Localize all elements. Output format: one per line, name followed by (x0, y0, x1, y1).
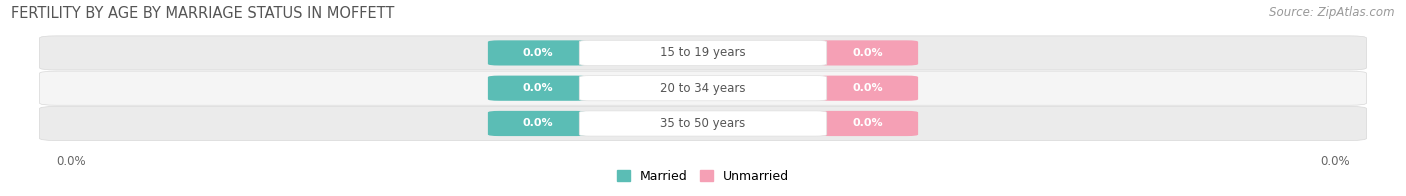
FancyBboxPatch shape (488, 111, 588, 136)
FancyBboxPatch shape (818, 111, 918, 136)
Text: 35 to 50 years: 35 to 50 years (661, 117, 745, 130)
Text: 0.0%: 0.0% (853, 83, 883, 93)
Text: 15 to 19 years: 15 to 19 years (661, 46, 745, 59)
Text: 0.0%: 0.0% (853, 48, 883, 58)
FancyBboxPatch shape (579, 76, 827, 101)
Text: 0.0%: 0.0% (56, 155, 86, 168)
Legend: Married, Unmarried: Married, Unmarried (612, 165, 794, 188)
Text: 0.0%: 0.0% (523, 118, 553, 129)
FancyBboxPatch shape (818, 76, 918, 101)
FancyBboxPatch shape (39, 36, 1367, 70)
Text: FERTILITY BY AGE BY MARRIAGE STATUS IN MOFFETT: FERTILITY BY AGE BY MARRIAGE STATUS IN M… (11, 6, 395, 21)
Text: 0.0%: 0.0% (523, 83, 553, 93)
FancyBboxPatch shape (39, 71, 1367, 105)
Text: Source: ZipAtlas.com: Source: ZipAtlas.com (1270, 6, 1395, 19)
FancyBboxPatch shape (39, 106, 1367, 141)
FancyBboxPatch shape (488, 76, 588, 101)
FancyBboxPatch shape (579, 111, 827, 136)
Text: 0.0%: 0.0% (853, 118, 883, 129)
FancyBboxPatch shape (579, 40, 827, 65)
FancyBboxPatch shape (488, 40, 588, 65)
Text: 0.0%: 0.0% (523, 48, 553, 58)
Text: 0.0%: 0.0% (1320, 155, 1350, 168)
Text: 20 to 34 years: 20 to 34 years (661, 82, 745, 95)
FancyBboxPatch shape (818, 40, 918, 65)
